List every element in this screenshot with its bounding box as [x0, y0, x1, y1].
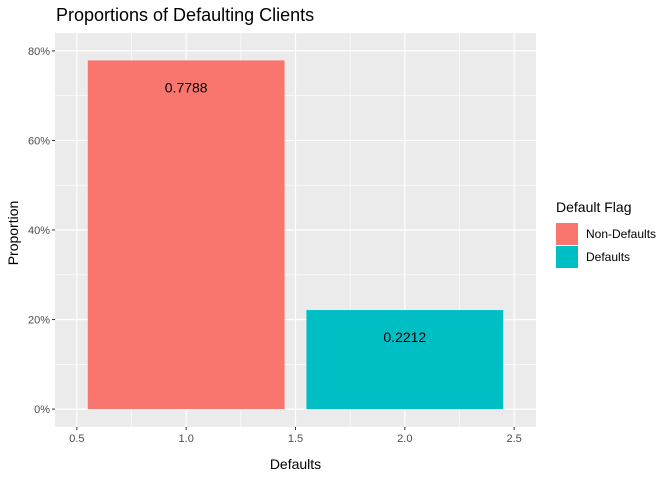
bar-non-defaults	[87, 60, 285, 410]
y-axis: 0% 20% 40% 60% 80%	[28, 46, 55, 416]
y-tick-label: 20%	[28, 315, 50, 327]
y-axis-title: Proportion	[5, 201, 21, 266]
legend-label-non-defaults: Non-Defaults	[586, 227, 656, 241]
y-tick-label: 40%	[28, 225, 50, 237]
legend-key-non-defaults	[556, 223, 578, 245]
x-tick-label: 1.0	[179, 433, 194, 445]
x-tick-label: 2.5	[506, 433, 521, 445]
bar-labels: 0.7788 0.2212	[165, 79, 427, 345]
y-tick-label: 60%	[28, 135, 50, 147]
bar-label-non-defaults: 0.7788	[165, 79, 208, 95]
x-tick-label: 2.0	[397, 433, 412, 445]
y-tick-label: 80%	[28, 46, 50, 58]
y-tick-label: 0%	[34, 404, 50, 416]
bar-defaults	[306, 310, 504, 410]
bars	[87, 60, 504, 410]
x-axis: 0.5 1.0 1.5 2.0 2.5	[69, 427, 522, 445]
chart-title: Proportions of Defaulting Clients	[56, 5, 314, 25]
legend-label-defaults: Defaults	[586, 250, 630, 264]
legend: Default Flag Non-Defaults Defaults	[556, 199, 656, 268]
x-axis-title: Defaults	[270, 456, 321, 472]
bar-label-defaults: 0.2212	[383, 329, 426, 345]
x-tick-label: 1.5	[288, 433, 303, 445]
x-tick-label: 0.5	[69, 433, 84, 445]
legend-key-defaults	[556, 246, 578, 268]
legend-title: Default Flag	[556, 199, 631, 215]
